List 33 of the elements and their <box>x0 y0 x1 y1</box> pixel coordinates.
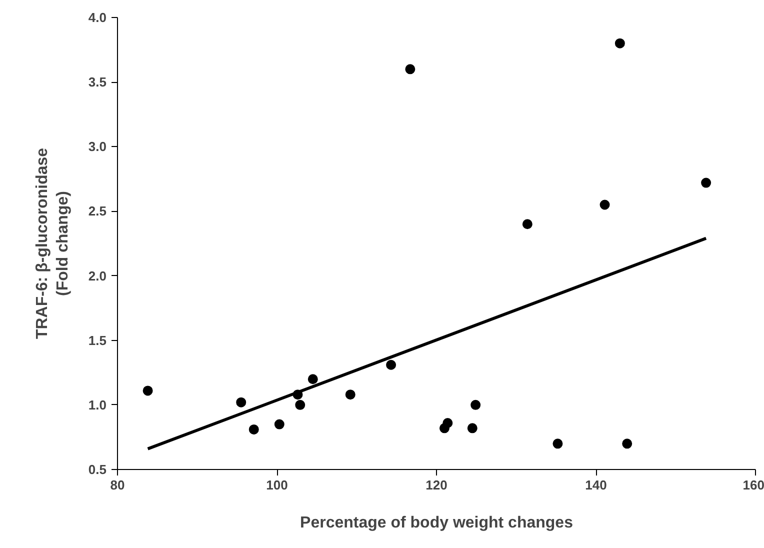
point <box>274 419 284 430</box>
point <box>442 418 453 428</box>
x-tick-label: 160 <box>742 478 764 492</box>
point <box>470 400 481 410</box>
point <box>467 423 478 434</box>
point <box>622 438 632 449</box>
point <box>614 38 625 48</box>
y-tick-label: 3.5 <box>88 74 107 90</box>
x-tick-label: 100 <box>266 478 288 492</box>
point <box>600 200 610 210</box>
point <box>701 178 712 188</box>
y-tick-label: 0.5 <box>88 462 107 477</box>
point <box>248 424 259 434</box>
x-tick-label: 120 <box>426 478 448 492</box>
point <box>522 219 532 230</box>
x-tick-label: 80 <box>110 478 125 492</box>
point <box>386 360 396 370</box>
x-tick-label: 140 <box>585 478 607 492</box>
y-axis-title: TRAF-6: β-glucoronidase (Fold change) <box>34 148 72 340</box>
point <box>142 386 153 396</box>
y-tick-label: 1.5 <box>88 332 107 348</box>
y-tick-label: 2.0 <box>88 268 107 284</box>
point <box>295 400 306 410</box>
point <box>236 397 246 408</box>
point <box>405 64 416 74</box>
point <box>308 374 318 384</box>
point <box>552 438 563 449</box>
x-axis-title: Percentage of body weight changes <box>300 514 574 532</box>
y-tick-label: 4.0 <box>88 10 107 25</box>
point <box>345 390 356 400</box>
y-tick-label: 2.5 <box>88 204 107 219</box>
y-tick-label: 1.0 <box>88 397 107 412</box>
y-tick-label: 3.0 <box>88 139 107 154</box>
